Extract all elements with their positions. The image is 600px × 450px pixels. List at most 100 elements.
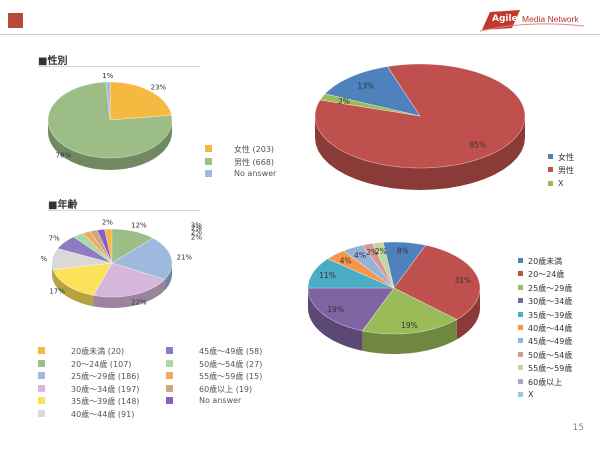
pie-label-age-small-6: 7%: [49, 235, 60, 243]
age-large-legend-item-2: 25歳〜29歳: [518, 283, 598, 296]
age-large-legend-item-10: X: [518, 390, 598, 403]
pie-label-age-large-1: 31%: [454, 276, 471, 285]
pie-slice-age-small-6: [57, 236, 113, 264]
age-small-legend-swatch-1: [38, 359, 45, 367]
age-small-legend-label-2: 25歳〜29歳 (186): [71, 372, 140, 382]
pie-label-age-large-3: 19%: [327, 305, 344, 314]
age-large-legend-swatch-4: [518, 311, 523, 317]
age-large-legend-item-1: 20〜24歳: [518, 269, 598, 282]
gender-large-pie-chart: 13% 85% 2%: [314, 63, 526, 190]
agile-media-network-logo: Agile Media Network: [478, 6, 586, 32]
age-small-legend-label-5: 40歳〜44歳 (91): [71, 410, 135, 419]
age-large-legend-label-8: 55歳〜59歳: [528, 364, 573, 374]
logo-brand-text: Agile: [492, 14, 518, 24]
pie-slice-age-large-6: [342, 244, 395, 289]
age-large-legend-swatch-1: [518, 271, 523, 277]
pie-slice-age-large-2: [361, 287, 458, 335]
pie-label-age-large-7: 2%: [366, 248, 378, 257]
pie-slice-age-small-5: [51, 248, 113, 270]
age-small-legend-label-10: No answer: [199, 396, 242, 406]
pie-slice-age-large-8: [372, 242, 395, 289]
pie-label-age-large-8: 2%: [375, 247, 387, 256]
gender-large-legend-item-2: X: [548, 179, 598, 192]
gender-heading: ■性別: [38, 56, 68, 67]
pie-slice-age-small-10: [96, 228, 113, 264]
age-large-legend-swatch-0: [518, 258, 523, 263]
gender-small-legend-label-0: 女性 (203): [234, 145, 275, 154]
age-large-legend-swatch-9: [518, 378, 523, 384]
age-small-legend-swatch-4: [38, 397, 45, 405]
page-number: 15: [572, 423, 584, 433]
pie-label-age-small-10: 2%: [191, 233, 202, 241]
pie-slice-age-small-3: [92, 262, 166, 298]
age-large-legend-label-2: 25歳〜29歳: [528, 283, 573, 293]
gender-small-legend-label-1: 男性 (668): [234, 157, 275, 167]
pie-side-age-small-3: [93, 279, 165, 308]
gender-large-legend-label-2: X: [558, 178, 564, 188]
age-large-legend-swatch-3: [518, 298, 523, 304]
gender-small-legend-label-2: No answer: [234, 169, 277, 178]
age-large-legend-swatch-5: [518, 324, 523, 330]
pie-slice-age-large-0: [382, 241, 427, 289]
pie-side-age-large-1: [456, 288, 480, 340]
gender-large-legend-item-0: 女性: [548, 152, 598, 165]
pie-label-age-large-4: 11%: [319, 271, 336, 280]
pie-label-gender-small-2: 1%: [102, 72, 113, 80]
gender-small-pie-chart: 23% 76% 1%: [47, 72, 173, 170]
pie-slice-age-large-1: [393, 244, 481, 320]
age-large-legend-label-10: X: [528, 389, 534, 399]
age-large-legend-label-3: 30歳〜34歳: [528, 297, 573, 307]
pie-slice-gender-small-0: [109, 81, 172, 121]
accent-square: [8, 13, 23, 28]
age-large-legend-swatch-10: [518, 391, 523, 397]
pie-label-age-large-6: 4%: [354, 251, 366, 260]
pie-side-age-large-3: [308, 288, 363, 351]
pie-side-age-small-2: [164, 263, 172, 291]
age-small-legend-swatch-2: [38, 372, 45, 380]
pie-side-age-small-4: [53, 269, 94, 307]
age-small-legend-swatch-8: [166, 372, 173, 380]
age-large-legend-item-7: 50歳〜54歳: [518, 350, 598, 363]
age-small-legend-label-1: 20〜24歳 (107): [71, 359, 132, 369]
pie-slice-gender-large-2: [319, 93, 421, 117]
age-large-legend-item-3: 30歳〜34歳: [518, 296, 598, 309]
age-small-legend-label-6: 45歳〜49歳 (58): [199, 347, 263, 356]
age-large-legend-item-8: 55歳〜59歳: [518, 363, 598, 376]
gender-small-legend-item-1: 男性 (668): [205, 157, 315, 170]
pie-side-age-large-2: [362, 319, 457, 354]
age-small-legend-label-0: 20歳未満 (20): [71, 347, 125, 356]
gender-large-legend-label-1: 男性: [558, 166, 574, 176]
pie-label-age-large-5: 4%: [340, 257, 352, 266]
age-large-legend-item-4: 35歳〜39歳: [518, 310, 598, 323]
pie-slice-gender-small-2: [105, 81, 111, 121]
age-large-legend-item-5: 40歳〜44歳: [518, 323, 598, 336]
pie-label-age-small-4: 17%: [49, 287, 65, 295]
age-large-legend: 20歳未満 20〜24歳 25歳〜29歳 30歳〜34歳 35歳〜39歳 40歳〜44歳 4…: [518, 256, 598, 403]
pie-slice-age-large-3: [307, 287, 395, 332]
age-small-legend-label-3: 30歳〜34歳 (197): [71, 384, 140, 394]
pie-label-age-small-3: 22%: [131, 299, 147, 307]
age-large-legend-label-1: 20〜24歳: [528, 270, 565, 280]
gender-large-legend-swatch-1: [548, 167, 553, 173]
pie-label-age-small-8: 2%: [191, 225, 202, 233]
pie-label-age-small-7: 3%: [191, 222, 202, 230]
pie-slice-age-small-2: [111, 237, 173, 280]
age-large-pie-chart: 8%31%19%19%11%4%4% 2%2%: [307, 241, 481, 354]
gender-small-legend-item-0: 女性 (203): [205, 144, 315, 157]
pie-slice-age-large-7: [361, 243, 395, 289]
age-small-legend-swatch-0: [38, 347, 45, 354]
pie-label-gender-small-1: 76%: [56, 152, 72, 160]
pie-slice-age-small-1: [111, 228, 154, 264]
pie-slice-age-small-4: [52, 262, 113, 296]
pie-label-gender-large-0: 13%: [357, 82, 374, 91]
age-small-legend-label-9: 60歳以上 (19): [199, 384, 253, 394]
pie-label-age-small-1: 12%: [131, 221, 147, 229]
pie-side-gender-large-1: [315, 116, 525, 190]
gender-small-legend-swatch-1: [205, 157, 212, 165]
age-heading-rule: [48, 210, 200, 211]
pie-label-age-large-2: 19%: [401, 321, 418, 330]
age-small-legend-label-4: 35歳〜39歳 (148): [71, 397, 140, 407]
pie-slice-age-small-7: [73, 232, 113, 264]
gender-small-legend: 女性 (203) 男性 (668) No answer: [205, 144, 315, 182]
age-large-legend-item-9: 60歳以上: [518, 377, 598, 390]
